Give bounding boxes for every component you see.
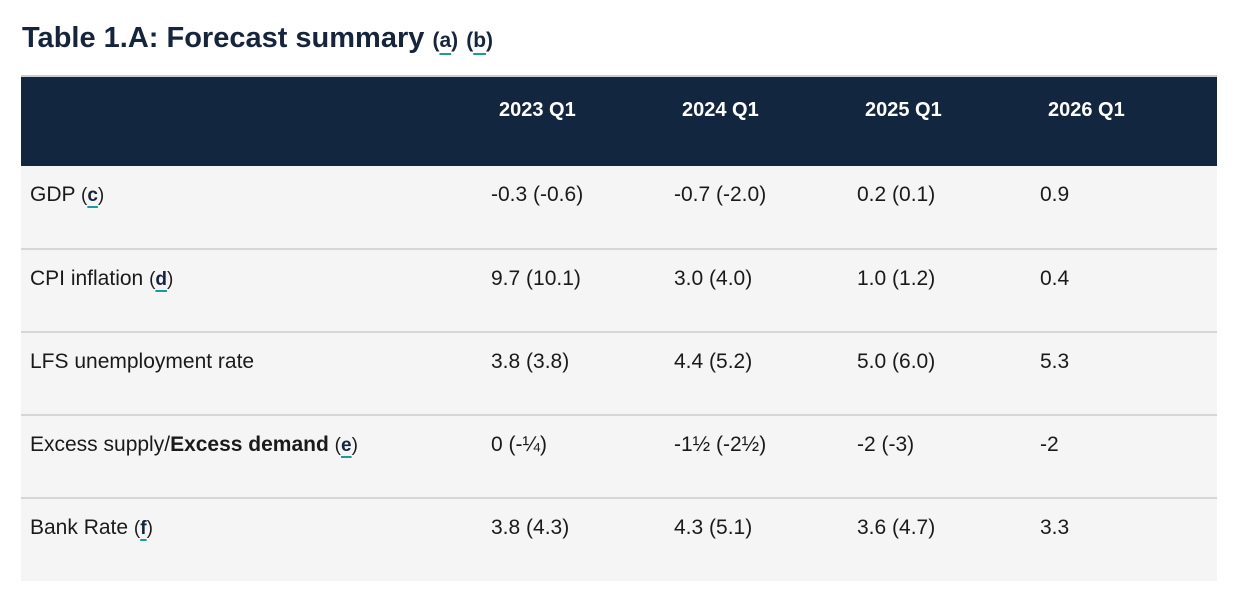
value-cell: 3.6 (4.7)	[857, 516, 936, 539]
forecast-summary-table: 2023 Q1 2024 Q1 2025 Q1 2026 Q1 GDP (c) -…	[21, 75, 1217, 581]
value-cell: 3.8 (3.8)	[491, 350, 570, 373]
footnote-link-b[interactable]: b	[473, 29, 487, 52]
row-label: CPI inflation (d)	[21, 249, 491, 332]
header-row: 2023 Q1 2024 Q1 2025 Q1 2026 Q1	[21, 76, 1217, 166]
row-label-text: Bank Rate	[30, 516, 129, 539]
value-cell: -2 (-3)	[857, 433, 915, 456]
value-cell: 3.3	[1040, 516, 1070, 539]
value-cell: -2	[1040, 433, 1059, 456]
header-cell-2025-q1: 2025 Q1	[865, 99, 942, 121]
value-cell: 9.7 (10.1)	[491, 267, 581, 290]
footnote-ref-c[interactable]: (c)	[80, 185, 105, 206]
value-cell: 4.3 (5.1)	[674, 516, 753, 539]
row-label: GDP (c)	[21, 166, 491, 249]
header-cell-empty	[21, 76, 491, 166]
table-row: LFS unemployment rate 3.8 (3.8) 4.4 (5.2) 5…	[21, 332, 1217, 415]
row-label-text: Excess supply/	[30, 433, 171, 456]
table-header: 2023 Q1 2024 Q1 2025 Q1 2026 Q1	[21, 76, 1217, 166]
value-cell: 4.4 (5.2)	[674, 350, 753, 373]
footnote-link-f[interactable]: f	[140, 518, 147, 539]
value-cell: 0.2 (0.1)	[857, 183, 936, 206]
value-cell: 3.0 (4.0)	[674, 267, 753, 290]
footnote-link-a[interactable]: a	[439, 29, 452, 52]
footnote-ref-e[interactable]: (e)	[334, 435, 358, 456]
table-title-text: Table 1.A: Forecast summary	[22, 22, 425, 54]
row-label-text: CPI inflation	[30, 267, 144, 290]
table-body: GDP (c) -0.3 (-0.6) -0.7 (-2.0) 0.2 (0.1) 0.…	[21, 166, 1217, 581]
footnote-ref-f[interactable]: (f)	[133, 518, 153, 539]
value-cell: 5.3	[1040, 350, 1070, 373]
footnote-link-c[interactable]: c	[87, 185, 98, 206]
value-cell: -0.3 (-0.6)	[491, 183, 584, 206]
header-cell-2024-q1: 2024 Q1	[682, 99, 759, 121]
table-row: CPI inflation (d) 9.7 (10.1) 3.0 (4.0) 1.0 …	[21, 249, 1217, 332]
row-label: Excess supply/Excess demand (e)	[21, 415, 491, 498]
value-cell: 0 (-¼)	[491, 433, 548, 456]
value-cell: 5.0 (6.0)	[857, 350, 936, 373]
table-row: Bank Rate (f) 3.8 (4.3) 4.3 (5.1) 3.6 (4.7)…	[21, 498, 1217, 581]
footnote-ref-b[interactable]: (b)	[466, 29, 494, 52]
table-title: Table 1.A: Forecast summary (a) (b)	[22, 22, 493, 55]
footnote-link-e[interactable]: e	[341, 435, 352, 456]
footnote-ref-a[interactable]: (a)	[432, 29, 459, 52]
header-cell-2026-q1: 2026 Q1	[1048, 99, 1125, 121]
row-label: LFS unemployment rate	[21, 332, 491, 415]
row-label-bold-text: Excess demand	[170, 433, 329, 456]
row-label-text: GDP	[30, 183, 76, 206]
value-cell: 0.9	[1040, 183, 1070, 206]
value-cell: 3.8 (4.3)	[491, 516, 570, 539]
value-cell: -0.7 (-2.0)	[674, 183, 767, 206]
header-cell-2023-q1: 2023 Q1	[499, 99, 576, 121]
value-cell: 1.0 (1.2)	[857, 267, 936, 290]
value-cell: -1½ (-2½)	[674, 433, 767, 456]
footnote-link-d[interactable]: d	[155, 269, 168, 290]
row-label-text: LFS unemployment rate	[30, 350, 255, 373]
value-cell: 0.4	[1040, 267, 1070, 290]
row-label: Bank Rate (f)	[21, 498, 491, 581]
table-row: GDP (c) -0.3 (-0.6) -0.7 (-2.0) 0.2 (0.1) 0.…	[21, 166, 1217, 249]
footnote-ref-d[interactable]: (d)	[149, 269, 174, 290]
table-row: Excess supply/Excess demand (e) 0 (-¼) -1½…	[21, 415, 1217, 498]
